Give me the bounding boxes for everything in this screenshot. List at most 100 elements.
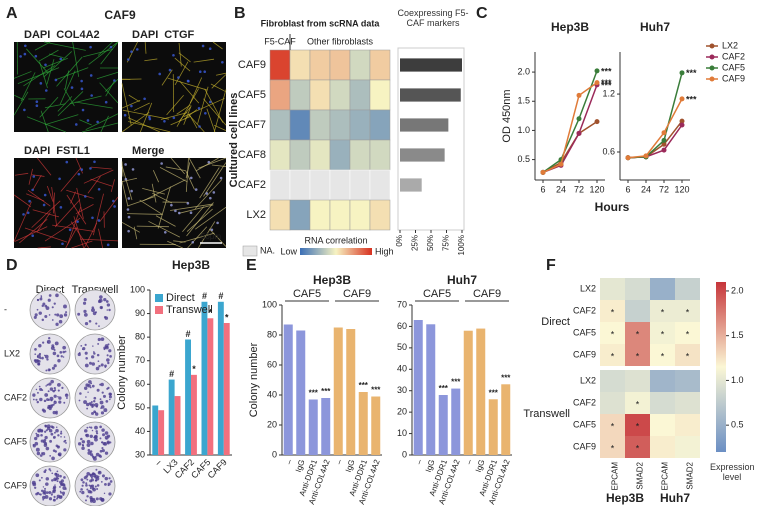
- legend-label: CAF9: [722, 73, 745, 83]
- colony: [95, 405, 98, 408]
- annotation: ***: [489, 388, 499, 397]
- cell: [309, 49, 331, 81]
- significance: *: [686, 329, 690, 339]
- y-tick-label: 30: [397, 385, 407, 395]
- colony: [91, 384, 95, 388]
- colony: [103, 298, 107, 302]
- colony: [33, 315, 37, 319]
- fiber: [105, 78, 119, 92]
- significance: *: [636, 351, 640, 361]
- column-group-label: Hep3B: [606, 491, 644, 505]
- cell: [369, 139, 391, 171]
- nucleus: [91, 216, 94, 220]
- colony: [106, 441, 110, 445]
- row-label: CAF2: [573, 397, 596, 407]
- fiber: [151, 183, 157, 203]
- nucleus: [189, 211, 193, 215]
- panel-letter: B: [234, 5, 246, 22]
- cell: [600, 370, 625, 392]
- colony: [57, 477, 60, 480]
- fiber: [60, 167, 82, 192]
- cell: [289, 199, 311, 231]
- colony: [42, 489, 47, 494]
- nucleus: [112, 199, 115, 203]
- colony: [90, 400, 93, 403]
- fiber: [87, 176, 101, 194]
- colorbar-tick-label: 1.0: [731, 375, 744, 385]
- nucleus: [43, 193, 47, 197]
- nucleus: [54, 78, 58, 82]
- colony: [80, 478, 84, 482]
- significance: *: [611, 421, 615, 431]
- y-tick-label: 40: [135, 426, 145, 436]
- annotation: ***: [601, 66, 612, 76]
- x-tick-label: IgG: [474, 458, 487, 473]
- nucleus: [31, 188, 34, 192]
- colony: [51, 479, 54, 482]
- y-tick-label: 70: [135, 355, 145, 365]
- nucleus: [124, 177, 128, 181]
- cell: [650, 300, 675, 322]
- colony: [55, 322, 59, 326]
- colony: [49, 396, 54, 401]
- colony: [77, 312, 81, 316]
- nucleus: [34, 54, 38, 58]
- colony: [45, 482, 49, 486]
- fiber: [159, 167, 188, 183]
- nucleus: [221, 60, 224, 64]
- fiber: [73, 216, 85, 249]
- annotation: ***: [359, 381, 369, 390]
- panel-letter: E: [246, 257, 257, 274]
- colony: [103, 442, 108, 446]
- colorbar-tick-label: 2.0: [731, 285, 744, 295]
- point: [661, 130, 667, 136]
- colony: [77, 442, 82, 446]
- fiber: [210, 83, 226, 92]
- colony: [97, 299, 102, 304]
- x-tick-label: 100%: [457, 235, 466, 255]
- colony: [84, 321, 89, 326]
- nucleus: [74, 123, 78, 126]
- fiber: [194, 179, 223, 210]
- colony: [57, 445, 60, 448]
- cell: [650, 278, 675, 300]
- y-tick-label: 50: [397, 342, 407, 352]
- nucleus: [76, 220, 79, 223]
- colony: [54, 313, 57, 316]
- column-group-label: Huh7: [660, 491, 690, 505]
- x-tick-label: –: [414, 458, 424, 466]
- bar: [400, 118, 449, 132]
- bar: [296, 330, 306, 455]
- point: [661, 137, 667, 143]
- x-tick-label: 120: [674, 184, 689, 194]
- colony: [85, 433, 88, 437]
- panel-letter: D: [6, 257, 18, 274]
- colony: [100, 382, 104, 387]
- fiber: [215, 72, 227, 76]
- fiber: [127, 213, 163, 215]
- colony: [57, 382, 61, 387]
- cell: [625, 300, 650, 322]
- colony: [35, 473, 40, 478]
- y-tick-label: 60: [267, 359, 277, 369]
- na-cell: [349, 169, 371, 201]
- bar: [488, 399, 498, 455]
- bar: [438, 395, 448, 455]
- colony: [60, 483, 63, 486]
- colony: [82, 481, 85, 484]
- fiber: [43, 41, 86, 51]
- significance: *: [611, 329, 615, 339]
- colony: [34, 347, 37, 351]
- colony: [48, 429, 53, 433]
- nucleus: [97, 187, 101, 191]
- cell: [600, 344, 625, 366]
- annotation: ***: [371, 386, 381, 395]
- fiber: [204, 88, 224, 123]
- colony: [51, 404, 54, 407]
- colony: [41, 304, 44, 308]
- colony: [99, 398, 102, 401]
- y-tick-label: 60: [135, 379, 145, 389]
- nucleus: [208, 100, 212, 104]
- colony: [83, 297, 87, 302]
- nucleus: [104, 100, 108, 104]
